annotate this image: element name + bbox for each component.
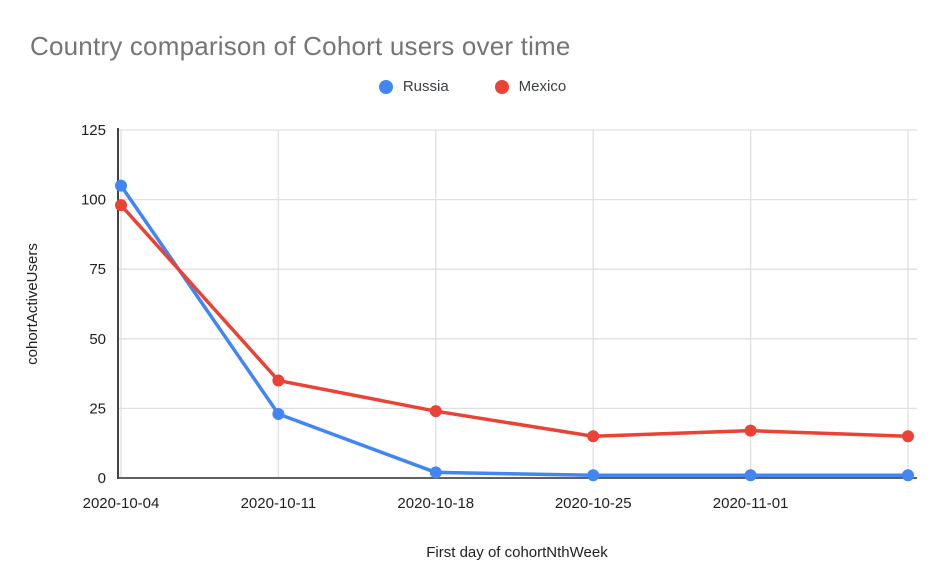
y-tick-label: 125 bbox=[81, 122, 106, 139]
legend-item-russia[interactable]: Russia bbox=[378, 78, 449, 95]
x-tick-label: 2020-10-04 bbox=[83, 495, 160, 512]
data-point-mexico bbox=[115, 199, 127, 212]
legend-dot-russia bbox=[378, 79, 393, 94]
x-tick-label: 2020-10-18 bbox=[397, 495, 474, 512]
data-point-mexico bbox=[429, 405, 442, 418]
series-line-russia bbox=[119, 183, 910, 477]
y-tick-label: 50 bbox=[89, 331, 106, 348]
data-point-russia bbox=[115, 179, 127, 192]
data-point-russia bbox=[902, 469, 914, 482]
legend-label: Mexico bbox=[518, 78, 567, 95]
legend-dot-mexico bbox=[494, 79, 509, 94]
x-tick-label: 2020-11-01 bbox=[713, 495, 789, 512]
x-tick-label: 2020-10-25 bbox=[555, 495, 632, 512]
data-point-mexico bbox=[744, 424, 757, 437]
series-line-mexico bbox=[119, 203, 910, 438]
y-tick-label: 0 bbox=[98, 470, 106, 487]
x-axis-title: First day of cohortNthWeek bbox=[426, 544, 608, 561]
data-point-russia bbox=[272, 407, 285, 420]
data-point-russia bbox=[744, 469, 757, 482]
y-tick-label: 100 bbox=[81, 192, 106, 209]
legend-label: Russia bbox=[402, 78, 449, 95]
data-point-mexico bbox=[587, 430, 600, 443]
x-tick-label: 2020-10-11 bbox=[241, 495, 317, 512]
data-point-mexico bbox=[902, 430, 914, 443]
chart-title: Country comparison of Cohort users over … bbox=[30, 31, 571, 61]
legend-item-mexico[interactable]: Mexico bbox=[494, 78, 567, 95]
data-point-mexico bbox=[272, 374, 285, 387]
y-tick-label: 75 bbox=[89, 261, 106, 278]
chart-legend: Russia Mexico bbox=[0, 78, 945, 95]
y-axis-title: cohortActiveUsers bbox=[24, 243, 41, 365]
y-tick-label: 25 bbox=[89, 400, 106, 417]
data-point-russia bbox=[429, 466, 442, 479]
data-point-russia bbox=[587, 469, 600, 482]
